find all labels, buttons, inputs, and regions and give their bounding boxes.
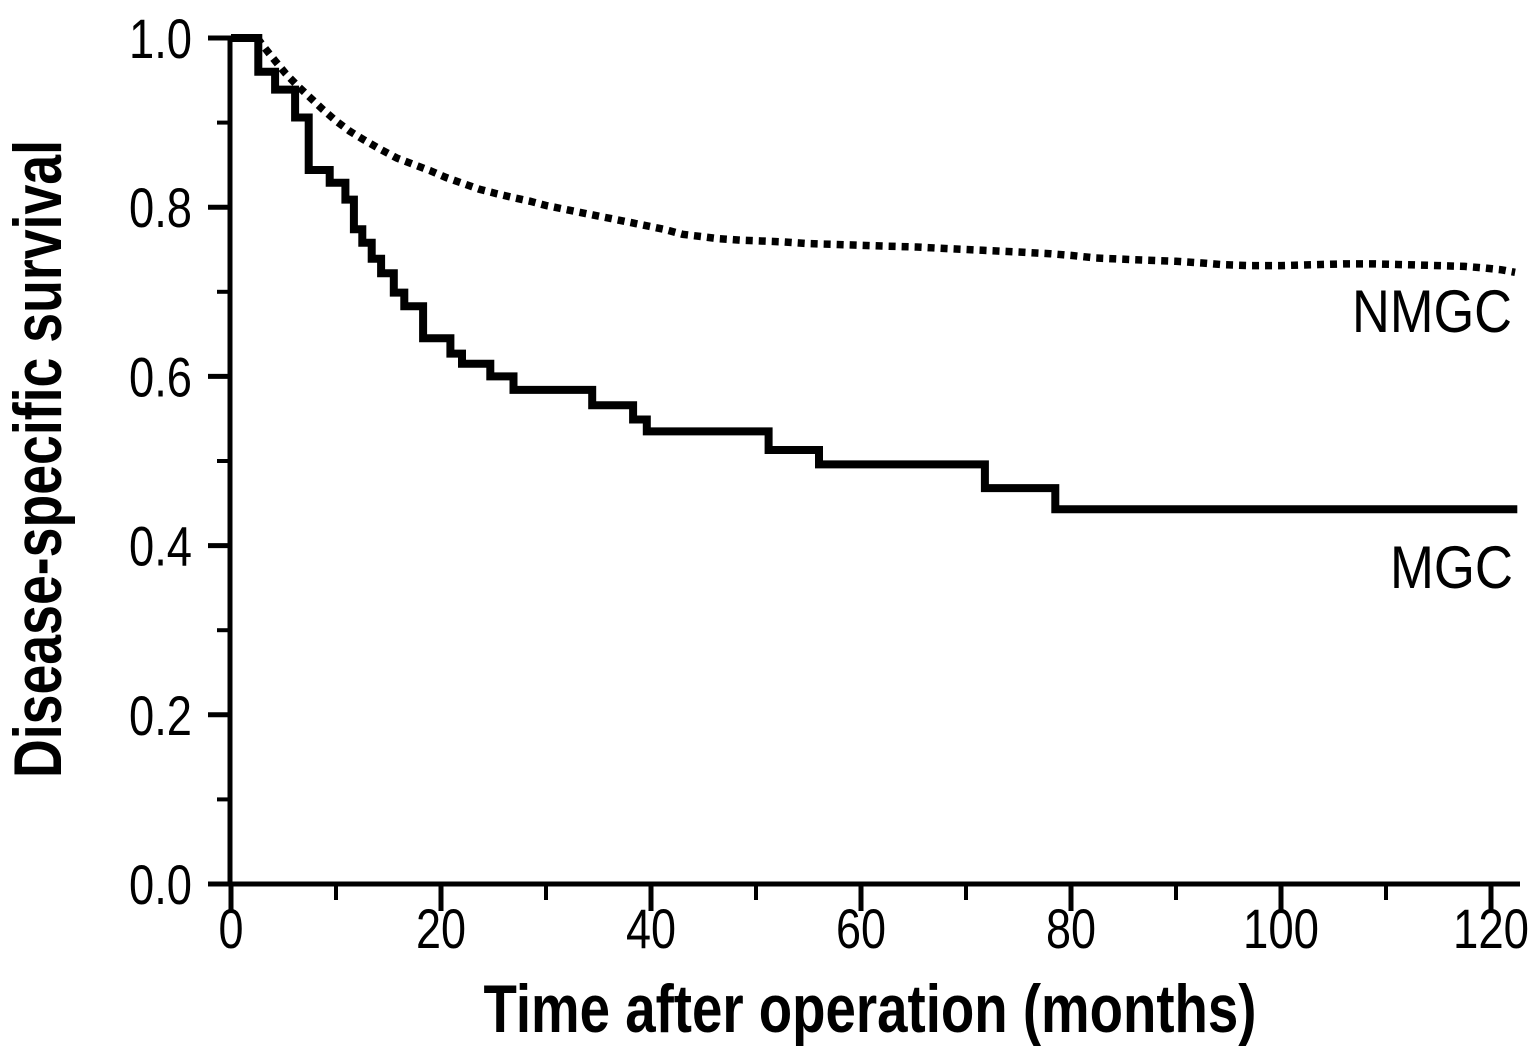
y-tick-label: 1.0 (129, 7, 192, 70)
x-tick-label: 60 (836, 897, 886, 960)
x-tick-label: 120 (1453, 897, 1529, 960)
mgc-curve (231, 34, 1518, 514)
axes: 0.0 0.2 0.4 0.6 0.8 1.0 0 20 40 60 80 100 120 (129, 7, 1529, 960)
x-tick-label: 40 (626, 897, 676, 960)
y-tick-label: 0.4 (129, 515, 192, 578)
y-axis-title: Disease-specific survival (0, 140, 76, 778)
y-tick-label: 0.0 (129, 853, 192, 916)
y-tick-label: 0.6 (129, 345, 192, 408)
nmgc-curve-label: NMGC (1352, 278, 1512, 345)
x-tick-label: 0 (219, 897, 244, 960)
x-tick-label: 80 (1046, 897, 1096, 960)
y-tick-label: 0.2 (129, 684, 192, 747)
mgc-curve-label: MGC (1390, 534, 1513, 601)
x-tick-label: 100 (1243, 897, 1319, 960)
x-axis-title: Time after operation (months) (484, 971, 1257, 1047)
x-tick-label: 20 (416, 897, 466, 960)
curves (231, 34, 1518, 514)
nmgc-curve (254, 35, 1516, 276)
y-tick-label: 0.8 (129, 176, 192, 239)
